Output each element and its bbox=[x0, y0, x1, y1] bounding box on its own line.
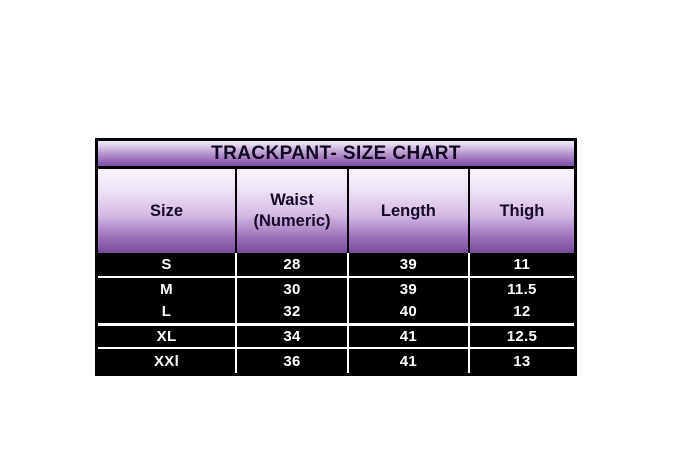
cell-waist: 36 bbox=[235, 349, 347, 373]
table-row-s: S 28 39 11 bbox=[98, 253, 574, 276]
cell-length: 39 bbox=[346, 253, 468, 276]
cell-size: S bbox=[161, 256, 172, 273]
cell-waist: 32 bbox=[235, 300, 347, 323]
column-header-size: Size bbox=[98, 169, 236, 253]
column-header-waist: Waist (Numeric) bbox=[235, 169, 347, 253]
chart-title: TRACKPANT- SIZE CHART bbox=[211, 142, 461, 164]
table-header-row: Size Waist (Numeric) Length Thigh bbox=[98, 169, 574, 253]
cell-thigh: 12.5 bbox=[467, 326, 574, 347]
table-row-xxl: XXl 36 41 13 bbox=[98, 347, 574, 373]
cell-size: XXl bbox=[154, 352, 180, 370]
column-header-length: Length bbox=[346, 169, 468, 253]
table-row-xl: XL 34 41 12.5 bbox=[98, 323, 574, 347]
cell-waist: 30 bbox=[235, 278, 347, 300]
column-header-thigh: Thigh bbox=[467, 169, 574, 253]
table-row-m: M 30 39 11.5 bbox=[98, 276, 574, 300]
table-row-l: L 32 40 12 bbox=[98, 300, 574, 323]
cell-size: XL bbox=[156, 328, 177, 345]
chart-title-bar: TRACKPANT- SIZE CHART bbox=[98, 141, 574, 169]
cell-size: L bbox=[161, 303, 172, 320]
cell-thigh: 13 bbox=[467, 349, 574, 373]
cell-length: 41 bbox=[346, 349, 468, 373]
cell-waist: 28 bbox=[235, 253, 347, 276]
cell-size: M bbox=[160, 280, 173, 298]
cell-length: 41 bbox=[346, 326, 468, 347]
cell-thigh: 12 bbox=[467, 300, 574, 323]
cell-thigh: 11 bbox=[467, 253, 574, 276]
cell-length: 40 bbox=[346, 300, 468, 323]
cell-length: 39 bbox=[346, 278, 468, 300]
cell-waist: 34 bbox=[235, 326, 347, 347]
size-chart-table: TRACKPANT- SIZE CHART Size Waist (Numeri… bbox=[95, 138, 577, 376]
cell-thigh: 11.5 bbox=[467, 278, 574, 300]
